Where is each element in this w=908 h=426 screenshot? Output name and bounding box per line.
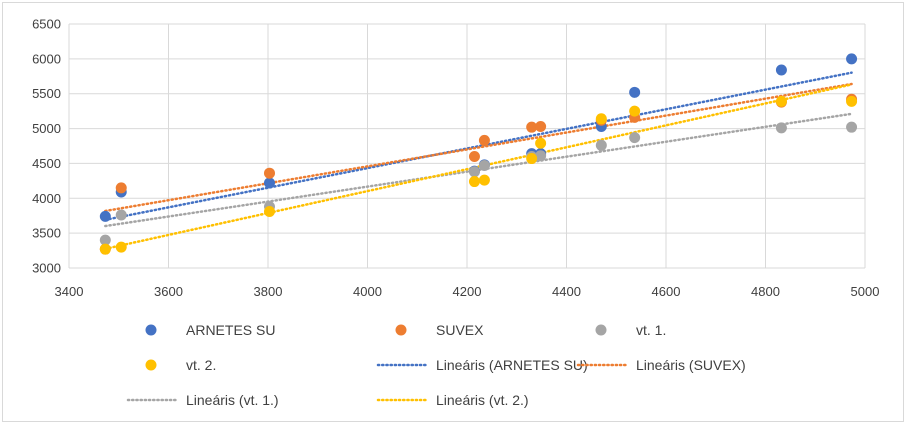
- x-tick-label: 4400: [552, 284, 581, 299]
- data-point-series-2: [99, 234, 111, 246]
- legend-label: vt. 2.: [186, 357, 216, 373]
- legend-label: SUVEX: [436, 322, 484, 338]
- x-tick-label: 4800: [751, 284, 780, 299]
- data-point-series-2: [478, 160, 490, 172]
- data-point-series-3: [478, 174, 490, 186]
- data-point-series-2: [115, 209, 127, 221]
- data-point-series-3: [595, 113, 607, 125]
- data-point-series-3: [468, 176, 480, 188]
- data-point-series-3: [115, 241, 127, 253]
- data-point-series-1: [478, 134, 490, 146]
- data-point-series-1: [263, 167, 275, 179]
- data-point-series-2: [775, 122, 787, 134]
- y-tick-label: 5500: [32, 86, 61, 101]
- data-point-series-0: [775, 64, 787, 76]
- y-tick-label: 3500: [32, 226, 61, 241]
- data-point-series-3: [99, 243, 111, 255]
- x-tick-label: 4600: [652, 284, 681, 299]
- data-point-series-3: [526, 153, 538, 165]
- legend-marker: [395, 324, 407, 336]
- data-point-series-0: [846, 53, 858, 65]
- data-point-series-2: [629, 132, 641, 144]
- x-axis-tick-labels: 3400 3600 3800 4000 4200 4400 4600 4800 5000: [55, 284, 880, 299]
- data-point-series-3: [846, 95, 858, 107]
- y-tick-label: 6500: [32, 17, 61, 32]
- trendline-3: [104, 83, 853, 251]
- trendline-1: [104, 82, 853, 213]
- data-points: [99, 53, 858, 255]
- data-point-series-2: [846, 121, 858, 133]
- x-tick-label: 3400: [55, 284, 84, 299]
- y-tick-label: 3000: [32, 261, 61, 276]
- data-point-series-2: [535, 150, 547, 162]
- data-point-series-3: [629, 105, 641, 117]
- y-tick-label: 5000: [32, 121, 61, 136]
- x-tick-label: 4000: [353, 284, 382, 299]
- scatter-chart: 3000 3500 4000 4500 5000 5500 6000 6500 3400 360…: [32, 17, 880, 409]
- data-point-series-3: [263, 206, 275, 218]
- legend-label: Lineáris (vt. 1.): [186, 392, 279, 408]
- y-tick-label: 4500: [32, 156, 61, 171]
- legend: ARNETES SU SUVEX vt. 1. vt. 2. Lineáris (ARN…: [126, 322, 746, 408]
- data-point-series-1: [526, 121, 538, 133]
- data-point-series-2: [468, 166, 480, 178]
- trendlines: [104, 71, 853, 251]
- data-point-series-3: [775, 95, 787, 107]
- gridlines: [68, 23, 866, 269]
- x-tick-label: 5000: [851, 284, 880, 299]
- data-point-series-3: [535, 137, 547, 149]
- data-point-series-0: [629, 86, 641, 98]
- y-axis-tick-labels: 3000 3500 4000 4500 5000 5500 6000 6500: [32, 17, 61, 276]
- x-tick-label: 3800: [254, 284, 283, 299]
- legend-label: Lineáris (vt. 2.): [436, 392, 529, 408]
- data-point-series-0: [263, 177, 275, 189]
- chart-area: 3000 3500 4000 4500 5000 5500 6000 6500 3400 360…: [2, 2, 904, 422]
- legend-marker: [145, 359, 157, 371]
- y-tick-label: 6000: [32, 51, 61, 66]
- legend-label: Lineáris (ARNETES SU): [436, 357, 588, 373]
- legend-marker: [595, 324, 607, 336]
- y-tick-label: 4000: [32, 191, 61, 206]
- data-point-series-2: [595, 139, 607, 151]
- data-point-series-1: [468, 150, 480, 162]
- data-point-series-0: [99, 210, 111, 222]
- x-tick-label: 4200: [453, 284, 482, 299]
- legend-marker: [145, 324, 157, 336]
- data-point-series-1: [115, 182, 127, 194]
- legend-label: Lineáris (SUVEX): [636, 357, 746, 373]
- legend-label: vt. 1.: [636, 322, 666, 338]
- x-tick-label: 3600: [154, 284, 183, 299]
- data-point-series-1: [535, 120, 547, 132]
- legend-label: ARNETES SU: [186, 322, 275, 338]
